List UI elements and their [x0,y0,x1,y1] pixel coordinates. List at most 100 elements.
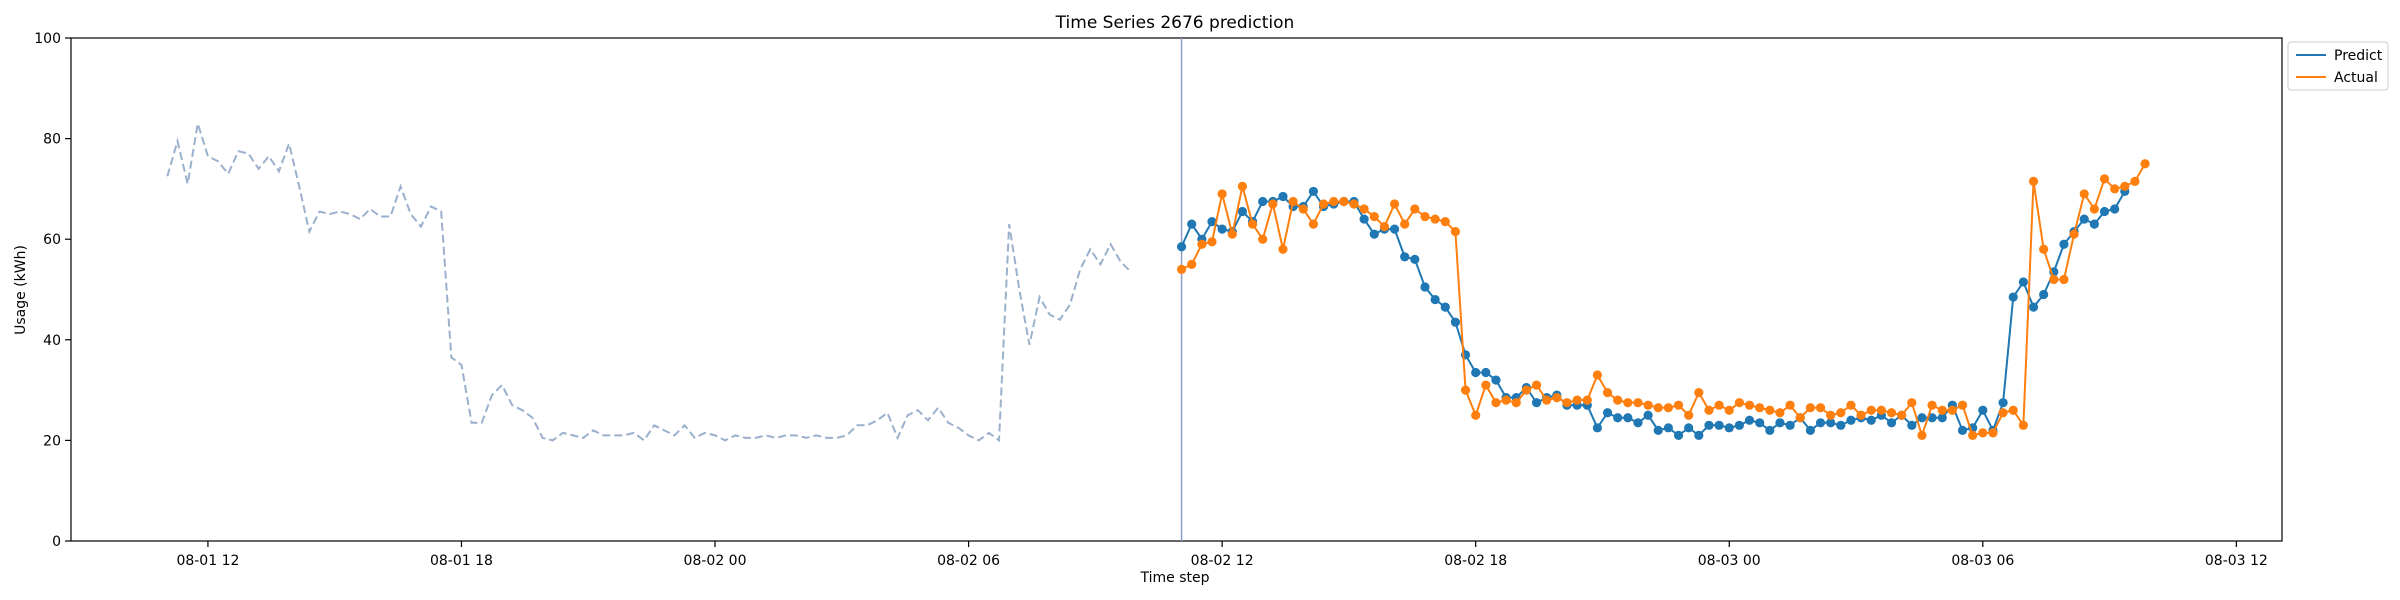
point-predict [1734,420,1744,430]
point-predict [1187,219,1197,229]
point-predict [1613,413,1623,423]
point-actual [1866,405,1876,415]
point-actual [1217,189,1227,199]
point-actual [2079,189,2089,199]
x-tick-label: 08-03 12 [2205,553,2268,569]
y-tick-label: 0 [52,534,61,550]
point-actual [1379,222,1390,232]
point-predict [1471,367,1481,378]
point-actual [1714,400,1724,410]
point-actual [2110,184,2120,194]
point-predict [1826,418,1836,428]
point-actual [1765,405,1775,415]
point-actual [1907,398,1917,408]
y-tick-label: 80 [43,132,61,148]
point-actual [1237,181,1248,191]
series-line-predict [1180,189,2126,437]
point-predict [1998,398,2008,408]
point-actual [1339,196,1349,207]
x-axis: 08-01 12 08-01 18 08-02 00 08-02 06 08-02 12… [176,541,2268,569]
point-predict [2008,292,2018,302]
point-actual [1308,219,1319,229]
point-actual [1420,211,1430,222]
point-actual [2049,274,2059,285]
point-actual [1724,405,1734,415]
point-actual [1613,395,1623,405]
point-predict [1389,224,1400,234]
point-actual [1329,196,1339,207]
history-line [166,123,1132,443]
point-predict [1907,420,1917,430]
point-actual [1633,398,1643,408]
point-predict [1410,254,1420,264]
point-predict [1917,413,1927,423]
series-predict [1176,186,2130,440]
point-actual [2140,159,2150,169]
point-actual [1207,237,1217,247]
point-actual [1795,413,1805,423]
y-tick-label: 20 [43,433,61,449]
x-tick-label: 08-02 18 [1444,553,1507,569]
point-actual [1531,380,1542,390]
point-predict [2089,219,2099,229]
chart-title: Time Series 2676 prediction [1055,13,1295,33]
point-predict [1694,430,1704,440]
point-actual [1684,410,1694,420]
point-actual [1927,400,1937,410]
point-actual [2099,174,2110,184]
point-actual [1673,400,1684,410]
point-actual [1826,410,1836,420]
point-actual [1947,405,1957,415]
point-predict [1237,206,1248,217]
point-predict [1602,408,1613,418]
point-actual [1755,403,1765,413]
point-actual [1278,244,1288,254]
point-predict [1592,423,1602,433]
point-actual [1176,264,1187,274]
plot-area [166,38,2150,541]
point-predict [1531,398,1542,408]
point-predict [1684,423,1694,433]
point-predict [1420,282,1430,292]
point-predict [1623,413,1633,423]
point-predict [1369,229,1379,239]
x-tick-label: 08-03 06 [1951,553,2014,569]
point-actual [1917,430,1927,440]
point-actual [1572,395,1582,405]
x-tick-label: 08-02 00 [684,553,747,569]
point-predict [1937,413,1947,423]
point-predict [1440,302,1450,312]
point-predict [1663,423,1673,433]
point-actual [2120,181,2130,191]
point-predict [1846,415,1856,425]
point-predict [2059,239,2069,249]
point-actual [1298,204,1308,214]
point-actual [1268,199,1278,209]
point-predict [1430,294,1440,305]
point-predict [1714,420,1724,430]
point-predict [1278,191,1288,202]
x-tick-label: 08-02 12 [1191,553,1254,569]
point-actual [1602,388,1613,398]
point-actual [1227,229,1237,239]
point-predict [1927,413,1937,423]
point-predict [1765,425,1775,435]
point-actual [1369,211,1379,222]
point-predict [1217,224,1227,234]
point-actual [1856,410,1866,420]
point-actual [1410,204,1420,214]
point-predict [1785,420,1795,430]
point-actual [1663,403,1673,413]
point-predict [1400,252,1410,262]
point-predict [2039,289,2049,300]
point-actual [1643,400,1653,410]
point-actual [1430,214,1440,224]
point-actual [1511,398,1521,408]
point-predict [1258,196,1268,207]
point-actual [1785,400,1795,410]
point-actual [2059,274,2069,285]
point-actual [1704,405,1714,415]
point-actual [1886,408,1897,418]
x-tick-label: 08-01 18 [430,553,493,569]
